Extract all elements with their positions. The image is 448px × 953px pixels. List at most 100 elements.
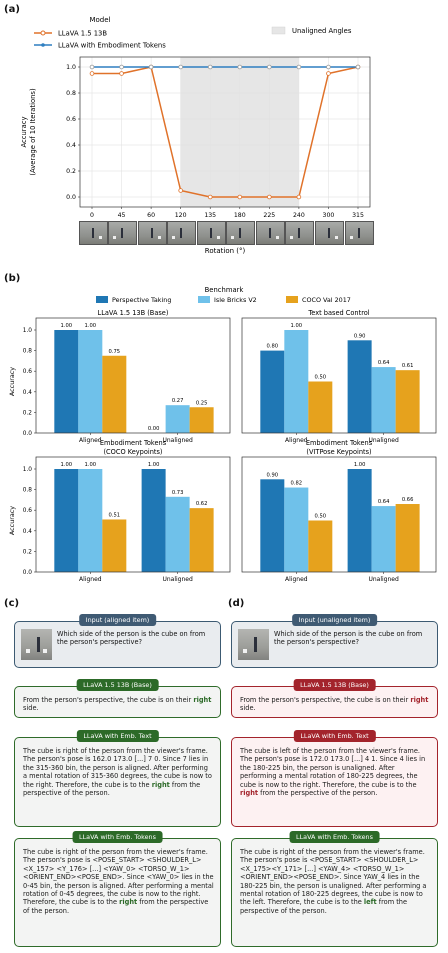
bar	[395, 370, 420, 433]
response-text: The cube is right of the person from the…	[23, 747, 212, 798]
rotation-thumbnail	[344, 221, 374, 245]
x-tick-label: Unaligned	[162, 437, 193, 444]
panel-label-a: (a)	[4, 4, 20, 15]
data-point	[237, 194, 243, 200]
input-image	[238, 629, 269, 660]
bar	[371, 367, 396, 433]
data-point	[355, 64, 361, 70]
x-tick-label: 60	[147, 212, 155, 219]
plot-frame	[79, 56, 371, 208]
x-tick-label: 315	[352, 212, 364, 219]
response-card-title: LLaVA with Emb. Tokens	[72, 831, 163, 843]
y-tick-label: 0.2	[66, 168, 76, 175]
y-tick-label: 1.0	[66, 64, 76, 71]
subplot-frame	[241, 317, 437, 434]
bar	[308, 381, 333, 433]
subplot-frame	[35, 456, 231, 573]
y-tick-label: 0.2	[23, 410, 33, 416]
x-tick-label: Unaligned	[368, 437, 399, 444]
bar	[78, 330, 103, 433]
legend-label: Isle Bricks V2	[214, 296, 257, 304]
bar	[54, 469, 79, 572]
response-text: From the person's perspective, the cube …	[23, 696, 212, 713]
bar	[165, 405, 190, 433]
x-tick-label: 135	[204, 212, 216, 219]
response-card-title: LLaVA with Emb. Tokens	[289, 831, 380, 843]
response-text: The cube is right of the person from the…	[23, 848, 214, 915]
rotation-thumbnail	[137, 221, 167, 245]
bar	[308, 520, 333, 572]
bar-value-label: 1.00	[354, 462, 366, 468]
rotation-thumbnail	[78, 221, 108, 245]
x-axis-label: Rotation (°)	[205, 247, 246, 255]
legend-label: COCO Val 2017	[302, 296, 351, 304]
legend-swatch	[96, 296, 108, 303]
rotation-thumbnail	[196, 221, 226, 245]
bar-value-label: 0.73	[172, 490, 184, 496]
data-point	[296, 194, 302, 200]
data-point	[296, 64, 302, 70]
data-point	[89, 71, 95, 76]
y-tick-label: 1.0	[23, 328, 33, 334]
input-card-aligned: Input (aligned item) Which side of the p…	[14, 614, 221, 668]
data-point	[207, 64, 213, 70]
y-tick-label: 0.6	[23, 508, 33, 514]
legend-shade-swatch	[271, 26, 286, 35]
response-card-title: LLaVA with Emb. Text	[293, 730, 376, 742]
bar-value-label: 0.50	[315, 375, 327, 381]
question-text: Which side of the person is the cube on …	[57, 630, 206, 647]
data-point	[326, 64, 331, 70]
bar	[78, 469, 103, 572]
data-point	[119, 64, 124, 70]
benchmark-bar-charts: Benchmark Perspective Taking Isle Bricks V…	[8, 286, 437, 583]
bar-value-label: 0.50	[315, 514, 327, 520]
subplot-title: LLaVA 1.5 13B (Base)	[98, 309, 169, 317]
x-tick-label: 0	[90, 212, 94, 219]
question-text: Which side of the person is the cube on …	[274, 630, 423, 647]
data-point	[119, 71, 124, 76]
bar	[165, 496, 190, 572]
legend-marker	[40, 30, 46, 36]
y-axis-label-2: (Average of 10 Iterations)	[29, 88, 37, 176]
x-tick-label: 225	[263, 212, 275, 219]
rotation-accuracy-chart: Model LLaVA 1.5 13B LLaVA with Embodiment …	[20, 16, 371, 255]
bar	[54, 330, 79, 433]
bar	[141, 469, 166, 572]
x-tick-label: Unaligned	[162, 576, 193, 583]
x-tick-label: Aligned	[285, 576, 308, 583]
bar-value-label: 0.82	[291, 481, 303, 487]
subplot-frame	[241, 456, 437, 573]
x-tick-label: 120	[175, 212, 187, 219]
response-card-emb-text: LLaVA with Emb. Text The cube is right o…	[14, 730, 221, 827]
bar-value-label: 0.64	[378, 360, 390, 366]
subplot-subtitle: (VITPose Keypoints)	[306, 448, 371, 456]
response-text: The cube is right of the person from the…	[240, 848, 427, 915]
bar	[260, 350, 285, 433]
data-point	[267, 64, 272, 70]
bar-value-label: 0.90	[354, 333, 366, 339]
y-tick-label: 0.0	[23, 431, 33, 437]
data-point	[267, 194, 272, 200]
bar-value-label: 1.00	[61, 323, 73, 329]
bar-value-label: 0.61	[402, 363, 414, 369]
bar-value-label: 0.25	[196, 400, 208, 406]
y-axis-label: Accuracy	[8, 506, 16, 535]
subplot-title: Text based Control	[307, 309, 369, 317]
bar-value-label: 1.00	[85, 462, 97, 468]
series-line	[92, 66, 359, 198]
bar	[189, 407, 214, 433]
y-tick-label: 0.4	[23, 529, 33, 535]
panel-label-b: (b)	[4, 273, 21, 284]
bar-value-label: 0.66	[402, 497, 414, 503]
bar	[102, 355, 127, 433]
y-tick-label: 0.4	[23, 390, 33, 396]
bar	[347, 340, 372, 433]
subplot-title: Embodiment Tokens	[100, 439, 167, 447]
legend-swatch	[198, 296, 210, 303]
response-card-emb-text: LLaVA with Emb. Text The cube is left of…	[231, 730, 438, 827]
legend-label: LLaVA with Embodiment Tokens	[58, 42, 166, 50]
y-tick-label: 0.4	[66, 142, 76, 149]
rotation-thumbnail	[255, 221, 285, 245]
input-card-title: Input (aligned item)	[78, 614, 157, 626]
subplot-title: Embodiment Tokens	[306, 439, 373, 447]
